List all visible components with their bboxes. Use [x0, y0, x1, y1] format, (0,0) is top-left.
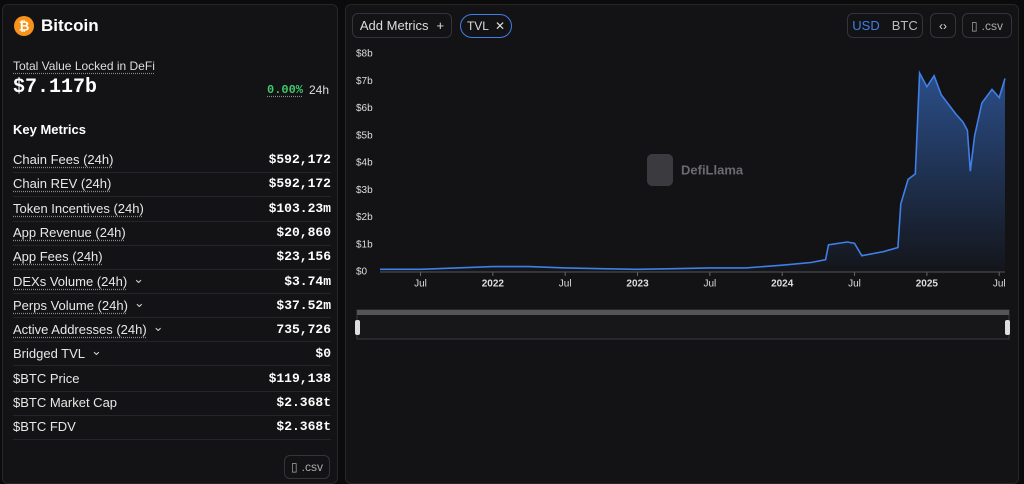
metric-value: $592,172: [268, 152, 331, 167]
metric-value: $23,156: [276, 249, 331, 265]
metric-label: App Fees (24h): [13, 249, 103, 265]
metric-row: $BTC FDV $2.368t: [13, 415, 331, 441]
x-tick-label: Jul: [703, 279, 716, 290]
y-tick-label: $5b: [356, 130, 373, 141]
chevron[interactable]: ⌄: [152, 319, 164, 335]
chevron[interactable]: ⌄: [133, 294, 145, 310]
overview-panel: ₿ Bitcoin Total Value Locked in DeFi $7.…: [2, 4, 338, 484]
metric-label: $BTC FDV: [13, 419, 76, 435]
csv-label: .csv: [301, 460, 323, 474]
metric-row: $BTC Market Cap $2.368t: [13, 391, 331, 416]
bitcoin-icon: ₿: [14, 16, 34, 36]
brush-handle-left[interactable]: [355, 320, 360, 335]
metric-label: Active Addresses (24h): [13, 322, 147, 338]
watermark-label: DefiLlama: [681, 162, 744, 177]
metric-label: Perps Volume (24h): [13, 297, 128, 313]
metric-value: $592,172: [268, 176, 331, 192]
metric-row: Bridged TVL ⌄ $0: [13, 342, 331, 367]
y-tick-label: $2b: [356, 212, 373, 223]
metric-value: $20,860: [276, 224, 331, 240]
metric-row: $BTC Price $119,138: [13, 367, 331, 392]
metric-value: $2.368t: [276, 395, 331, 410]
chain-title: Bitcoin: [41, 16, 99, 35]
x-tick-label: 2024: [771, 279, 794, 290]
y-tick-label: $8b: [356, 49, 373, 60]
metric-row: Chain REV (24h) $592,172: [13, 172, 331, 198]
btc-option[interactable]: BTC: [891, 18, 918, 33]
x-tick-label: Jul: [414, 279, 427, 290]
change-period: 24h: [309, 83, 330, 97]
metric-value: 735,726: [276, 322, 331, 338]
metric-row: Perps Volume (24h) ⌄ $37.52m: [13, 294, 331, 318]
metric-value: $103.23m: [268, 200, 331, 216]
area-fill: [380, 73, 1005, 272]
tvl-value: $7.117b: [13, 76, 98, 99]
metric-row: Active Addresses (24h) ⌄ 735,726: [13, 318, 331, 343]
csv-label: .csv: [981, 18, 1003, 33]
tvl-line: [380, 70, 1006, 271]
metric-label: Chain REV (24h): [13, 176, 112, 192]
svg-text:₿: ₿: [19, 18, 30, 33]
metric-label: Bridged TVL: [13, 346, 86, 362]
brush-handle-right[interactable]: [1005, 320, 1010, 335]
csv-button[interactable]: ▯ .csv: [284, 455, 330, 479]
metric-label: DEXs Volume (24h): [13, 273, 128, 289]
tvl-label: Total Value Locked in DeFi: [13, 59, 155, 73]
metric-label: App Revenue (24h): [13, 224, 126, 240]
metric-row: Token Incentives (24h) $103.23m: [13, 197, 331, 222]
x-tick-label: 2022: [482, 279, 505, 290]
x-tick-label: 2025: [916, 279, 939, 290]
y-tick-label: $4b: [356, 158, 373, 169]
metric-value: $2.368t: [276, 419, 331, 435]
tvl-chip[interactable]: TVL ✕: [460, 14, 512, 38]
metric-value: $119,138: [268, 370, 331, 386]
metrics-title: Key Metrics: [13, 122, 86, 137]
chevron[interactable]: ⌄: [133, 270, 145, 286]
add-metrics-label: Add Metrics: [359, 18, 429, 33]
metric-label: Token Incentives (24h): [13, 200, 144, 216]
chevron[interactable]: ⌄: [91, 343, 102, 359]
metric-row: DEXs Volume (24h) ⌄ $3.74m: [13, 270, 331, 294]
tvl-change: 0.00%: [267, 83, 304, 97]
metric-label: $BTC Price: [13, 370, 80, 386]
metric-row: App Revenue (24h) $20,860: [13, 221, 331, 246]
x-tick-label: Jul: [848, 279, 861, 290]
chart: DefiLlama $0 $1b $2b $3b $4b $5b $6b $7b $8b Jul 2…: [355, 49, 1010, 340]
y-tick-label: $7b: [356, 76, 373, 87]
metric-value: $3.74m: [284, 273, 331, 289]
metric-label: Chain Fees (24h): [13, 152, 114, 167]
x-tick-label: 2023: [626, 279, 649, 290]
y-tick-label: $1b: [356, 239, 373, 250]
currency-toggle: USD BTC: [847, 13, 923, 38]
metric-row: App Fees (24h) $23,156: [13, 245, 331, 271]
usd-option[interactable]: USD: [852, 18, 880, 33]
y-tick-label: $6b: [356, 103, 373, 114]
metric-value: $37.52m: [276, 297, 331, 313]
tvl-chip-label: TVL: [466, 19, 489, 33]
metric-value: $0: [315, 346, 331, 362]
embed-button[interactable]: ‹›: [930, 13, 956, 38]
watermark: DefiLlama: [647, 154, 744, 186]
y-tick-label: $3b: [356, 185, 373, 196]
metric-label: $BTC Market Cap: [13, 395, 118, 410]
y-tick-label: $0: [356, 267, 368, 278]
add-metrics-button[interactable]: Add Metrics +: [352, 13, 452, 38]
x-tick-label: Jul: [993, 279, 1006, 290]
metric-row: Chain Fees (24h) $592,172: [13, 148, 331, 173]
x-tick-label: Jul: [559, 279, 572, 290]
brush-handle-bar[interactable]: [357, 310, 1009, 315]
csv-button[interactable]: ▯ .csv: [962, 13, 1012, 38]
